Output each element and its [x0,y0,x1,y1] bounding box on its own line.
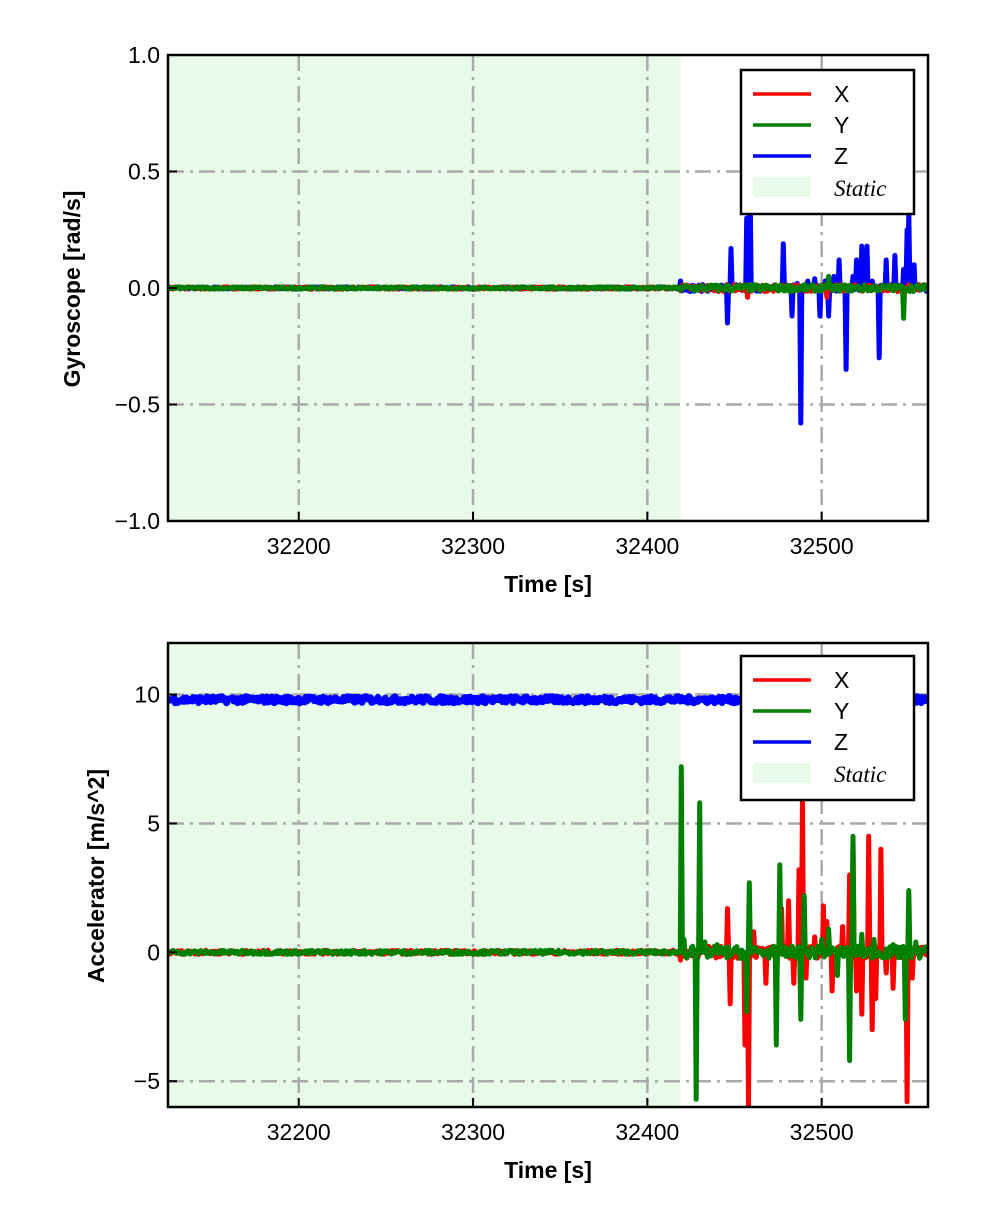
y-axis-label: Accelerator [m/s^2] [83,769,109,983]
x-axis-label: Time [s] [504,1157,592,1183]
static-region [168,643,681,1107]
legend: XYZ Static [739,68,916,216]
gyroscope-chart: Time [s] Gyroscope [rad/s] 32200 32300 324… [59,42,930,597]
legend-label: Y [834,112,849,138]
series-line-y [168,764,928,1102]
y-tick-label: 1.0 [128,42,160,68]
x-tick-label: 32200 [267,533,331,559]
x-tick-label: 32500 [790,1119,854,1145]
y-tick-label: 5 [147,810,160,836]
legend-label: Y [834,698,849,724]
legend-swatch-static [753,763,811,783]
y-tick-label: 0.5 [128,159,160,185]
legend-label: X [834,667,849,693]
legend-swatch-static [753,177,811,197]
y-tick-label: −1.0 [115,508,160,534]
x-tick-label: 32400 [615,533,679,559]
x-tick-label: 32500 [790,533,854,559]
y-tick-label: 10 [134,682,160,708]
x-axis-label: Time [s] [504,571,592,597]
legend-label: Static [834,176,886,201]
y-tick-label: 0.0 [128,275,160,301]
legend: XYZ Static [739,654,916,802]
plot-frame [166,641,930,1109]
series-line-y [168,273,928,321]
y-tick-label: −5 [134,1068,160,1094]
x-tick-label: 32200 [267,1119,331,1145]
plot-frame [166,53,930,523]
x-tick-label: 32300 [441,1119,505,1145]
legend-label: Z [834,729,848,755]
x-tick-label: 32300 [441,533,505,559]
legend-label: Z [834,143,848,169]
x-tick-label: 32400 [615,1119,679,1145]
series-group [168,187,928,426]
legend-label: Static [834,762,886,787]
legend-label: X [834,81,849,107]
accelerometer-chart: Time [s] Accelerator [m/s^2] 32200 32300 3… [83,641,930,1183]
y-tick-label: −0.5 [115,392,160,418]
y-tick-label: 0 [147,939,160,965]
y-axis-label: Gyroscope [rad/s] [59,191,85,388]
